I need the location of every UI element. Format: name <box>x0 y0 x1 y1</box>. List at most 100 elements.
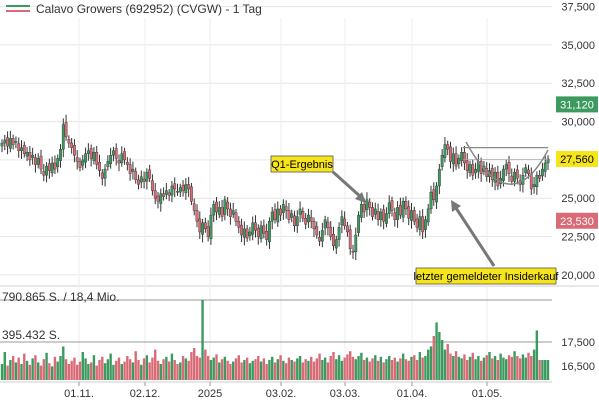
candle-body <box>173 183 177 190</box>
price-badges: 31,120 27,560 23,530 <box>556 96 598 229</box>
candle-body <box>123 151 126 161</box>
candle-body <box>67 139 71 144</box>
candle-body <box>474 168 477 174</box>
volume-bar <box>499 353 502 380</box>
candle-body <box>404 201 408 210</box>
volume-bar <box>95 365 98 380</box>
volume-bar <box>477 356 480 380</box>
volume-bar <box>159 364 162 380</box>
candle-body <box>415 218 419 228</box>
volume-bar <box>541 360 544 380</box>
candle-body <box>432 189 436 200</box>
volume-bar <box>209 360 213 380</box>
volume-bar <box>379 356 383 380</box>
candle-body <box>234 212 238 222</box>
volume-bar <box>443 349 447 380</box>
volume-bar <box>195 356 199 380</box>
candle-body <box>220 207 224 217</box>
candle-body <box>320 230 324 242</box>
price-tick-label: 30,000 <box>561 117 595 129</box>
volume-bar <box>31 358 34 380</box>
volume-bar <box>25 360 29 380</box>
candle-body <box>312 221 316 230</box>
candle-body <box>424 219 427 230</box>
volume-bar <box>415 360 419 380</box>
candle-body <box>178 187 182 193</box>
candle-body <box>201 222 204 235</box>
volume-bar <box>0 364 4 380</box>
candle-body <box>36 158 40 165</box>
candle-body <box>393 212 397 220</box>
volume-bar <box>109 353 112 380</box>
candle-body <box>14 141 18 143</box>
volume-bar <box>9 360 12 380</box>
candle-body <box>304 217 308 225</box>
volume-bar <box>507 355 511 380</box>
candle-body <box>510 175 514 182</box>
annotation-box <box>415 267 557 285</box>
volume-bar <box>37 362 40 380</box>
volume-bar <box>535 330 539 380</box>
volume-bar <box>485 355 488 380</box>
candle-body <box>465 160 469 171</box>
volume-bar <box>234 358 238 380</box>
candle-body <box>59 148 62 161</box>
candle-body <box>396 207 399 220</box>
candle-body <box>457 158 461 164</box>
x-tick-label: 01.04. <box>397 388 428 400</box>
candle-body <box>120 153 124 164</box>
volume-bar <box>243 360 246 380</box>
candle-body <box>359 204 363 218</box>
candle-body <box>28 152 32 161</box>
volume-bar <box>518 358 522 380</box>
candle-body <box>309 217 313 222</box>
volume-bar <box>268 360 271 380</box>
volume-bar <box>92 355 96 380</box>
volume-bar <box>98 360 101 380</box>
volume-bar <box>457 356 461 380</box>
candle-body <box>254 222 257 231</box>
candle-body <box>265 230 269 240</box>
candle-body <box>251 222 255 235</box>
volume-bar <box>262 358 266 380</box>
candle-body <box>385 213 388 224</box>
volume-bar <box>131 362 135 380</box>
volume-bar <box>418 352 422 380</box>
annotation-label: letzter gemeldeter Insiderkauf <box>414 271 560 283</box>
candle-body <box>496 171 500 187</box>
volume-bar <box>23 353 26 380</box>
candle-body <box>273 209 277 220</box>
volume-bar <box>410 356 413 380</box>
volume-bar <box>28 364 32 380</box>
candle-body <box>463 152 466 164</box>
candle-body <box>206 226 210 237</box>
candle-body <box>323 219 327 229</box>
volume-bar <box>546 360 550 380</box>
volume-bar <box>460 358 463 380</box>
candle-body <box>318 237 321 242</box>
volume-bar <box>204 349 207 380</box>
volume-bar <box>516 356 519 380</box>
volume-bar <box>340 360 344 380</box>
volume-bar <box>452 356 455 380</box>
candle-body <box>543 162 547 172</box>
volume-bar <box>357 356 360 380</box>
candle-body <box>70 142 74 148</box>
volume-bar <box>360 352 363 380</box>
price-badge-label: 27,560 <box>560 154 594 166</box>
candle-body <box>390 200 394 211</box>
candle-body <box>507 161 511 174</box>
volume-bar <box>323 357 327 380</box>
volume-bar <box>343 357 346 380</box>
volume-bar <box>126 356 129 380</box>
candle-body <box>56 158 60 167</box>
volume-bar <box>11 356 15 380</box>
price-tick-label: 37,500 <box>561 2 595 14</box>
volume-bar <box>70 360 73 380</box>
volume-bar <box>53 356 57 380</box>
volume-bar <box>304 359 307 380</box>
candle-body <box>513 171 516 182</box>
candle-body <box>112 150 115 156</box>
cup-arc <box>465 141 549 185</box>
volume-bar <box>337 355 341 380</box>
